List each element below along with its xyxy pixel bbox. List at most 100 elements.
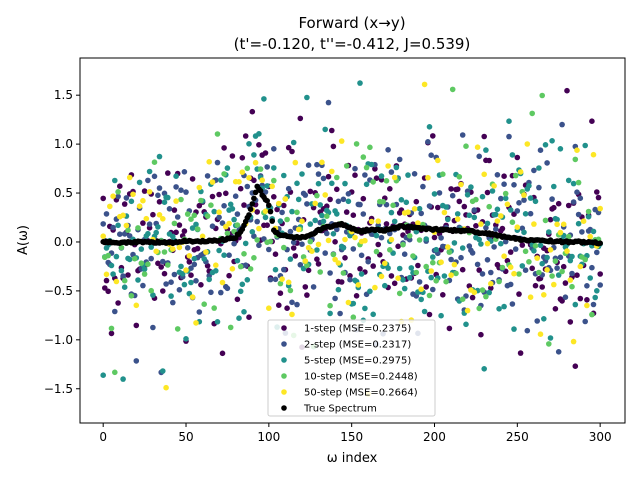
data-point (239, 281, 246, 288)
data-point (136, 203, 143, 209)
data-point (115, 193, 121, 200)
data-point (239, 169, 246, 175)
data-point (441, 273, 448, 279)
data-point (251, 177, 257, 184)
data-point (411, 206, 418, 212)
data-point (304, 292, 310, 298)
data-point (372, 284, 378, 291)
data-point (166, 206, 173, 212)
data-point (327, 310, 333, 317)
data-point (459, 266, 466, 273)
data-point (246, 314, 252, 321)
data-point (539, 260, 545, 267)
data-point (160, 216, 166, 222)
data-point (342, 236, 348, 243)
data-point (415, 220, 421, 226)
data-point (325, 237, 332, 244)
data-point (378, 234, 385, 241)
data-point (410, 253, 416, 259)
data-point (329, 180, 335, 187)
data-point (491, 183, 497, 189)
data-point (193, 320, 199, 326)
data-point (413, 269, 420, 276)
data-point (329, 168, 335, 175)
data-point (173, 198, 179, 204)
data-point (198, 282, 204, 288)
legend-marker (281, 405, 287, 411)
data-point (445, 244, 451, 250)
data-point (324, 213, 330, 219)
data-point (203, 249, 209, 255)
data-point (335, 286, 342, 293)
data-point (105, 252, 111, 259)
data-point (448, 272, 454, 278)
data-point (544, 254, 550, 261)
legend-label: 5-step (MSE=0.2975) (304, 356, 411, 367)
data-point (247, 266, 254, 272)
data-point (284, 216, 290, 223)
data-point (161, 270, 168, 277)
data-point (345, 299, 352, 306)
data-point (118, 267, 125, 274)
data-point (282, 196, 289, 202)
data-point (251, 254, 257, 261)
data-point (358, 271, 365, 277)
data-point (441, 209, 448, 216)
x-axis-ticks: 0 50 100 150 200 250 300 (99, 423, 612, 444)
data-point (327, 270, 333, 276)
data-point (133, 358, 140, 364)
data-point (590, 301, 597, 308)
data-point (486, 289, 493, 296)
data-point (451, 261, 458, 268)
data-point (594, 189, 600, 195)
data-point (388, 209, 395, 216)
data-point (322, 126, 329, 133)
data-point (236, 179, 242, 185)
data-point (334, 226, 340, 233)
data-point (406, 274, 413, 281)
data-point (254, 237, 260, 243)
data-point (218, 177, 224, 183)
data-point (287, 256, 294, 262)
data-point (163, 281, 169, 287)
data-point (267, 238, 274, 245)
data-point (103, 271, 110, 278)
data-point (160, 258, 166, 265)
data-point (277, 280, 284, 287)
data-point (276, 302, 282, 309)
data-point (420, 183, 426, 190)
data-point (266, 246, 272, 253)
data-point (186, 253, 193, 259)
data-point (372, 166, 378, 172)
data-point (565, 233, 572, 240)
data-point (242, 240, 249, 247)
data-point (498, 195, 504, 202)
data-point (181, 228, 188, 234)
data-point (266, 305, 272, 312)
data-point (501, 303, 507, 310)
data-point (146, 168, 153, 175)
data-point (454, 216, 461, 222)
data-point (587, 275, 593, 281)
x-tick-label: 250 (506, 430, 529, 444)
data-point (514, 208, 521, 214)
data-point (496, 306, 502, 312)
data-point (514, 154, 521, 161)
data-point (214, 131, 221, 137)
data-point (290, 245, 297, 251)
y-tick-label: −1.0 (44, 333, 73, 347)
data-point (277, 218, 284, 224)
true-spectrum-point (266, 202, 272, 209)
data-point (488, 280, 494, 287)
data-point (454, 211, 461, 217)
data-point (367, 144, 373, 151)
data-point (126, 174, 133, 181)
data-point (249, 229, 256, 235)
data-point (388, 169, 395, 175)
data-point (141, 188, 148, 194)
data-point (115, 222, 121, 229)
data-point (181, 281, 188, 288)
data-point (479, 271, 486, 277)
data-point (289, 299, 295, 306)
data-point (360, 211, 367, 217)
